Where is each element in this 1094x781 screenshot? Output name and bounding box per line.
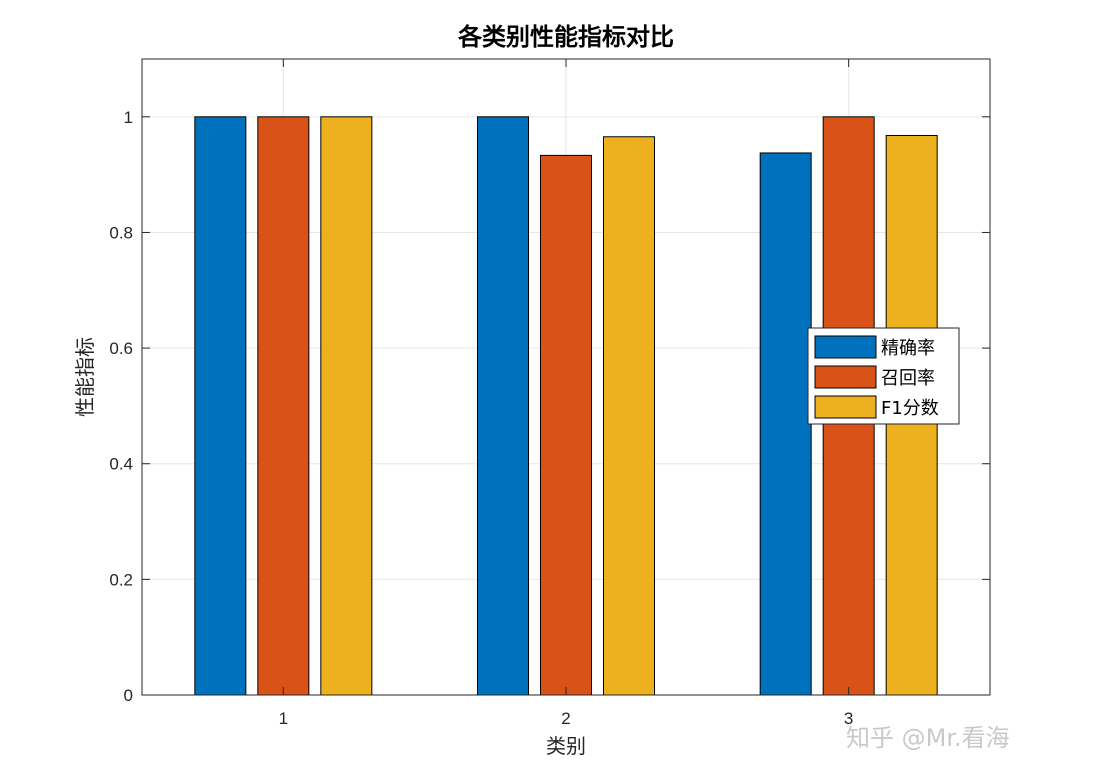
bar-series3-cat1 [320,116,373,696]
bar-series1-cat1 [194,116,247,696]
y-tick-label: 0.6 [109,339,133,358]
chart-title: 各类别性能指标对比 [457,23,674,51]
x-tick-label: 1 [279,709,288,728]
y-tick-label: 0.4 [109,455,133,474]
x-axis-label: 类别 [546,734,586,758]
bar-series3-cat2 [603,136,655,696]
y-tick-label: 1 [124,108,133,127]
legend-swatch-3 [814,395,877,419]
y-tick-label: 0.2 [109,570,133,589]
bar-series2-cat2 [540,154,592,696]
x-tick-label: 3 [844,709,853,728]
legend-label-3: F1分数 [881,398,939,419]
bar-series1-cat2 [477,116,529,696]
legend-swatch-1 [814,335,877,359]
ticks: 0 0.2 0.4 0.6 0.8 1 1 2 3 [109,59,990,728]
bar-series2-cat1 [257,116,310,696]
bar-series1-cat3 [759,152,812,696]
y-tick-label: 0.8 [109,223,133,242]
x-tick-label: 2 [561,709,570,728]
legend-label-2: 召回率 [881,368,935,389]
legend-label-1: 精确率 [881,338,935,359]
watermark: 知乎 @Mr.看海 [846,724,1010,752]
legend-swatch-2 [814,365,877,389]
y-axis-label: 性能指标 [73,337,97,417]
bars [194,116,938,696]
y-tick-label: 0 [124,686,133,705]
